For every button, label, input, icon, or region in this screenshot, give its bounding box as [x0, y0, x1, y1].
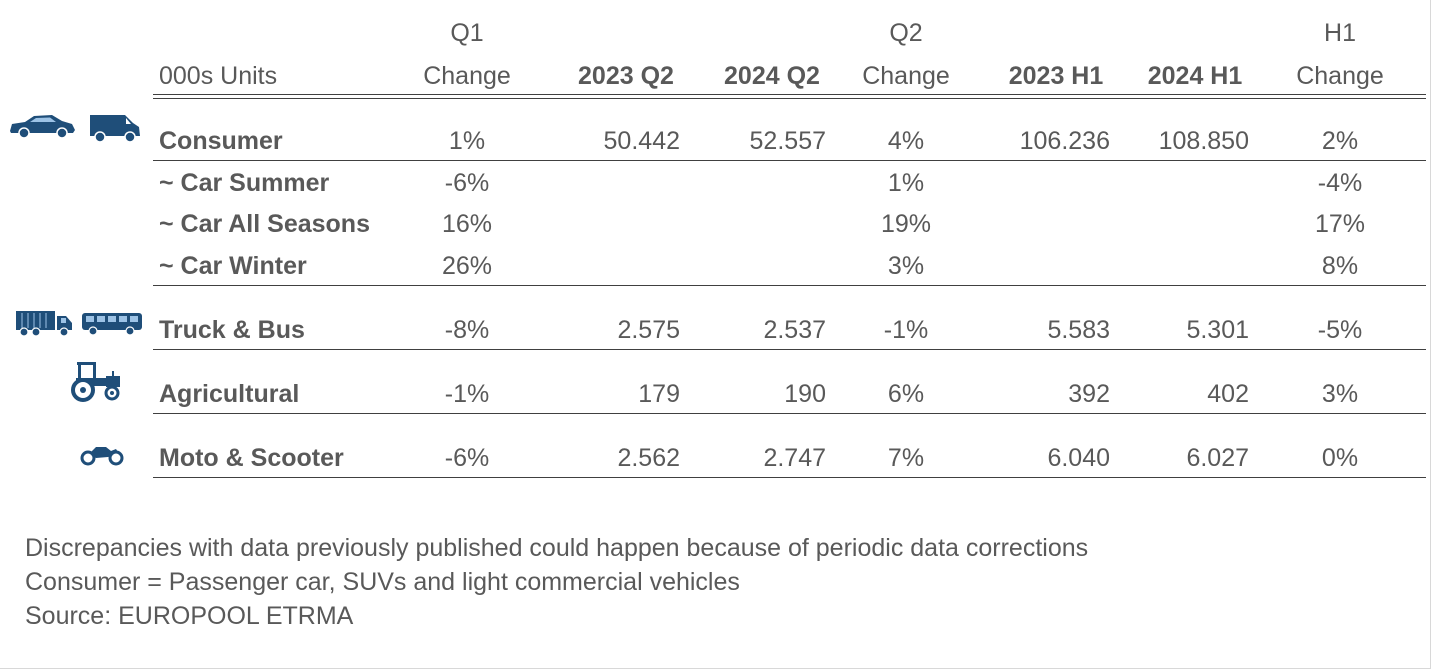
table-cell: -1%	[883, 316, 929, 344]
row-rule	[153, 285, 1426, 286]
table-cell: 392	[1068, 380, 1110, 408]
table-cell: -8%	[444, 316, 490, 344]
row-label: ~ Car All Seasons	[159, 210, 370, 238]
unit-label: 000s Units	[159, 62, 278, 90]
table-bottom-rule	[153, 477, 1426, 478]
row-label: Agricultural	[159, 380, 300, 408]
tractor-icon	[71, 362, 120, 402]
footnote-consumer-definition: Consumer = Passenger car, SUVs and light…	[25, 568, 740, 596]
bus-icon	[82, 313, 142, 336]
table-cell: 4%	[887, 127, 925, 155]
row-label: ~ Car Summer	[159, 169, 330, 197]
footnote-discrepancies: Discrepancies with data previously publi…	[25, 534, 1089, 562]
table-cell: -6%	[444, 444, 490, 472]
row-rule	[153, 349, 1426, 350]
table-cell: 6%	[887, 380, 925, 408]
table-cell: 6.040	[1047, 444, 1110, 472]
header-q2-change: Change	[862, 62, 950, 90]
footnote-source: Source: EUROPOOL ETRMA	[25, 602, 354, 630]
van-icon	[90, 115, 140, 143]
table-cell: 7%	[887, 444, 925, 472]
row-label: Moto & Scooter	[159, 444, 344, 472]
table-cell: 2%	[1321, 127, 1359, 155]
row-label: Truck & Bus	[159, 316, 305, 344]
table-cell: 1%	[887, 169, 925, 197]
row-label: ~ Car Winter	[159, 252, 307, 280]
table-cell: 179	[638, 380, 680, 408]
table-cell: 2.537	[763, 316, 826, 344]
car-icon	[10, 115, 75, 139]
table-cell: 52.557	[749, 127, 826, 155]
truck-icon	[16, 311, 72, 337]
table-cell: 5.301	[1186, 316, 1249, 344]
table-cell: 8%	[1321, 252, 1359, 280]
table-cell: 0%	[1321, 444, 1359, 472]
table-cell: 19%	[880, 210, 932, 238]
table-cell: 3%	[887, 252, 925, 280]
table-cell: 2.575	[617, 316, 680, 344]
table-cell: -1%	[444, 380, 490, 408]
header-2024-h1: 2024 H1	[1147, 62, 1243, 90]
table-cell: 16%	[441, 210, 493, 238]
header-q2: Q2	[889, 19, 923, 47]
table-cell: 17%	[1314, 210, 1366, 238]
table-cell: -4%	[1317, 169, 1363, 197]
header-h1: H1	[1324, 19, 1356, 47]
motorcycle-icon	[80, 447, 124, 466]
row-rule	[153, 413, 1426, 414]
table-cell: 6.027	[1186, 444, 1249, 472]
header-h1-change: Change	[1296, 62, 1384, 90]
table-cell: 402	[1207, 380, 1249, 408]
table-cell: 190	[784, 380, 826, 408]
table-cell: 2.747	[763, 444, 826, 472]
table-cell: 26%	[441, 252, 493, 280]
table-cell: 108.850	[1158, 127, 1249, 155]
table-cell: -6%	[444, 169, 490, 197]
header-q1-change: Change	[423, 62, 511, 90]
header-2023-q2: 2023 Q2	[578, 62, 674, 90]
row-label: Consumer	[159, 127, 283, 155]
table-cell: 2.562	[617, 444, 680, 472]
table-cell: -5%	[1317, 316, 1363, 344]
header-q1: Q1	[450, 19, 484, 47]
header-2023-h1: 2023 H1	[1008, 62, 1104, 90]
table-cell: 50.442	[603, 127, 680, 155]
header-double-rule	[153, 94, 1426, 99]
table-cell: 106.236	[1019, 127, 1110, 155]
table-cell: 5.583	[1047, 316, 1110, 344]
header-2024-q2: 2024 Q2	[724, 62, 820, 90]
table-cell: 1%	[448, 127, 486, 155]
row-rule	[153, 160, 1426, 161]
table-cell: 3%	[1321, 380, 1359, 408]
